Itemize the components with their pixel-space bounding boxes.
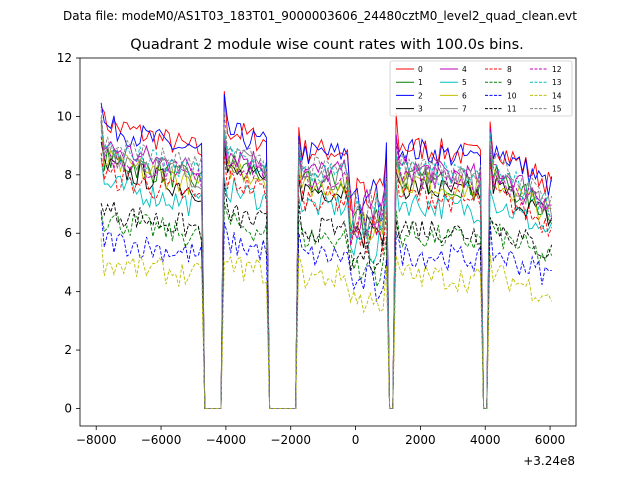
series-line-13 [100, 129, 553, 409]
x-tick-label: −4000 [206, 433, 247, 447]
x-tick-label: 2000 [405, 433, 436, 447]
y-tick-label: 4 [64, 285, 72, 299]
y-tick-label: 6 [64, 226, 72, 240]
x-tick-label: −2000 [270, 433, 311, 447]
x-axis: −8000 −6000 −4000 −2000 0 2000 4000 6000 [76, 426, 565, 447]
series-line-7 [100, 117, 553, 409]
chart-title: Quadrant 2 module wise count rates with … [130, 37, 524, 53]
series-line-8 [100, 152, 553, 409]
plot-lines [100, 91, 553, 409]
series-line-5 [100, 157, 553, 409]
series-line-10 [100, 211, 552, 409]
series-line-12 [100, 136, 553, 409]
y-tick-label: 10 [57, 109, 72, 123]
legend-label-0: 0 [418, 65, 423, 74]
series-line-14 [100, 238, 553, 409]
legend-label-3: 3 [418, 105, 423, 114]
legend-label-1: 1 [418, 78, 423, 87]
y-tick-label: 2 [64, 343, 72, 357]
legend-label-10: 10 [507, 91, 517, 100]
legend-label-9: 9 [507, 78, 512, 87]
x-tick-label: 4000 [470, 433, 501, 447]
series-line-9 [100, 202, 553, 409]
y-tick-label: 0 [64, 401, 72, 415]
y-tick-label: 12 [57, 51, 72, 65]
legend-label-2: 2 [418, 91, 423, 100]
legend-label-13: 13 [552, 78, 562, 87]
legend-label-11: 11 [507, 105, 517, 114]
legend-box [389, 60, 573, 117]
legend-label-7: 7 [462, 105, 467, 114]
series-line-3 [100, 141, 553, 409]
plot-axes-frame [79, 57, 577, 427]
legend-label-12: 12 [552, 65, 562, 74]
x-tick-label: −8000 [76, 433, 117, 447]
series-line-11 [100, 183, 553, 409]
series-line-6 [100, 126, 552, 409]
legend-label-6: 6 [462, 91, 467, 100]
x-tick-label: −6000 [141, 433, 182, 447]
legend-label-14: 14 [552, 91, 562, 100]
legend-label-5: 5 [462, 78, 467, 87]
legend-label-8: 8 [507, 65, 512, 74]
series-line-15 [100, 109, 553, 409]
legend-label-15: 15 [552, 105, 562, 114]
series-line-2 [100, 93, 553, 409]
series-line-0 [100, 91, 553, 409]
y-axis: 0 2 4 6 8 10 12 [57, 51, 80, 415]
x-axis-offset-label: +3.24e8 [523, 454, 575, 468]
y-tick-label: 8 [64, 168, 72, 182]
x-tick-label: 6000 [535, 433, 566, 447]
x-tick-label: 0 [352, 433, 360, 447]
legend-label-4: 4 [462, 65, 467, 74]
figure-suptitle: Data file: modeM0/AS1T03_183T01_90000036… [63, 9, 577, 23]
